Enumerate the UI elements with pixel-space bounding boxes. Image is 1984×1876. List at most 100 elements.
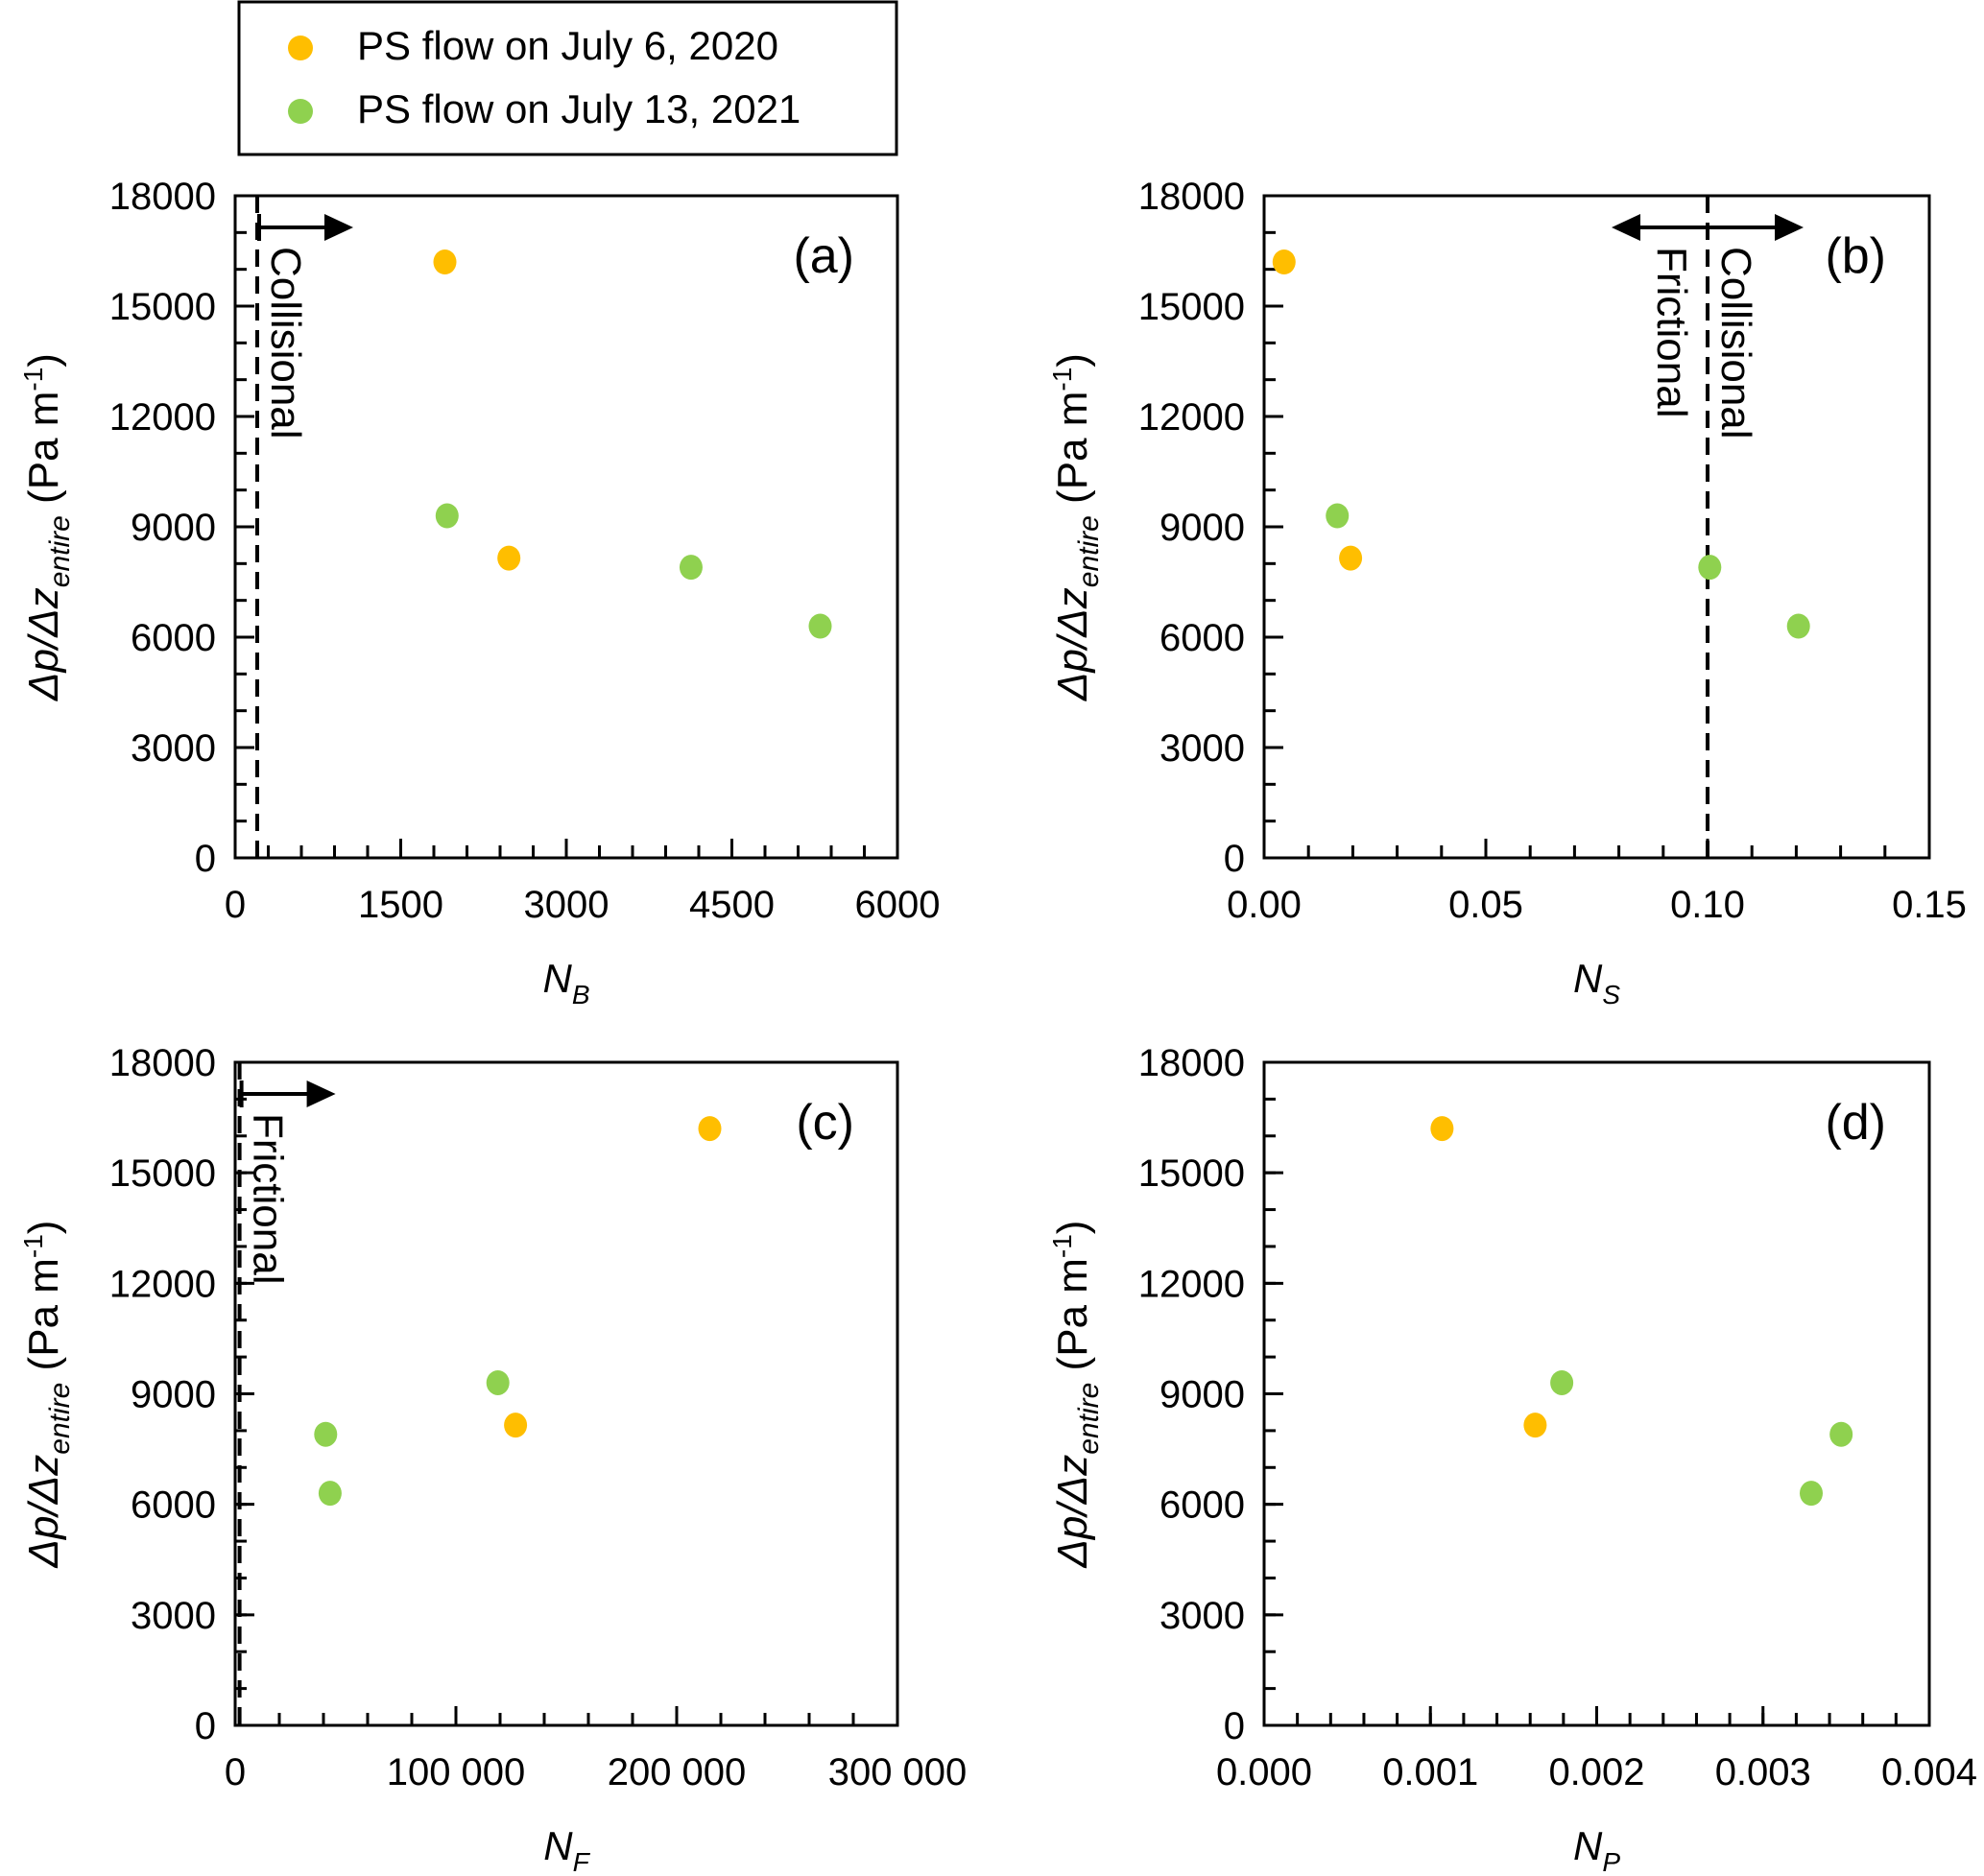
- panel-b: 0.00 0.05 0.10 0.15 0 3000 6000 9000 12000 15000 1…: [1047, 176, 1967, 1009]
- x-tick-label: 0.004: [1881, 1751, 1977, 1793]
- data-point-2021: [318, 1481, 342, 1507]
- regime-label-collisional: Collisional: [1712, 247, 1759, 439]
- arrow-left-icon: [1612, 214, 1640, 241]
- data-point-2021: [1786, 613, 1810, 639]
- y-axis-label: Δp/Δzentire (Pa m-1): [18, 1221, 76, 1569]
- legend-frame: [237, 0, 898, 156]
- y-tick-label: 6000: [131, 1484, 216, 1527]
- x-tick-label: 1500: [358, 884, 443, 926]
- arrow-right-icon: [324, 214, 353, 241]
- y-tick-label: 18000: [109, 1042, 216, 1084]
- x-axis-label: NP: [1573, 1823, 1620, 1876]
- legend-label-2020: PS flow on July 6, 2020: [357, 23, 778, 68]
- y-tick-label: 15000: [109, 1152, 216, 1195]
- y-tick-label: 0: [195, 838, 216, 880]
- x-tick-label: 0.00: [1227, 884, 1302, 926]
- x-tick-label: 4500: [689, 884, 775, 926]
- data-point-2020: [698, 1116, 722, 1142]
- data-point-2021: [435, 503, 459, 529]
- y-tick-label: 3000: [131, 727, 216, 770]
- regime-label-frictional: Frictional: [1648, 247, 1695, 418]
- legend-marker-2020: [288, 36, 313, 60]
- data-point-2020: [433, 249, 457, 274]
- y-axis-label: Δp/Δzentire (Pa m-1): [1047, 353, 1105, 701]
- x-axis-label: NB: [542, 956, 589, 1009]
- regime-label-frictional: Frictional: [245, 1113, 292, 1285]
- x-tick-label: 200 000: [608, 1751, 747, 1793]
- y-tick-label: 0: [1224, 1705, 1245, 1747]
- data-point-2020: [1430, 1116, 1454, 1142]
- regime-label-collisional: Collisional: [262, 247, 309, 439]
- x-tick-label: 0.10: [1670, 884, 1745, 926]
- panel-label: (d): [1825, 1095, 1886, 1151]
- data-point-2021: [314, 1421, 338, 1447]
- panel-d: 0.000 0.001 0.002 0.003 0.004 0 3000 6000 9000 12…: [1047, 1042, 1977, 1876]
- panel-a: 0 1500 3000 4500 6000 0 3000 6000 9000 12000 15000…: [18, 176, 940, 1009]
- legend: PS flow on July 6, 2020 PS flow on July …: [237, 0, 898, 156]
- data-point-2021: [1829, 1421, 1853, 1447]
- panel-label: (c): [796, 1095, 854, 1151]
- x-tick-label: 0.002: [1548, 1751, 1644, 1793]
- y-tick-label: 18000: [109, 176, 216, 218]
- x-tick-label: 0: [225, 1751, 246, 1793]
- x-axis-label: NF: [543, 1823, 590, 1876]
- data-point-2021: [1326, 503, 1350, 529]
- y-tick-label: 9000: [1159, 1374, 1245, 1416]
- data-point-2021: [679, 555, 703, 581]
- arrow-right-icon: [306, 1080, 336, 1107]
- plot-frame: [1262, 194, 1931, 860]
- data-point-2021: [486, 1369, 510, 1395]
- data-point-2020: [497, 545, 521, 571]
- x-tick-label: 300 000: [828, 1751, 968, 1793]
- y-tick-label: 9000: [131, 507, 216, 549]
- y-axis-label: Δp/Δzentire (Pa m-1): [1047, 1221, 1105, 1569]
- x-tick-label: 0.15: [1892, 884, 1967, 926]
- x-tick-label: 100 000: [387, 1751, 526, 1793]
- y-tick-label: 12000: [109, 396, 216, 439]
- legend-marker-2021: [288, 99, 313, 124]
- y-tick-label: 0: [1224, 838, 1245, 880]
- y-tick-label: 6000: [131, 617, 216, 659]
- y-tick-label: 3000: [1159, 727, 1245, 770]
- data-point-2021: [1550, 1369, 1574, 1395]
- x-axis-label: NS: [1573, 956, 1620, 1009]
- data-point-2020: [1339, 545, 1363, 571]
- y-tick-label: 0: [195, 1705, 216, 1747]
- x-tick-label: 0: [225, 884, 246, 926]
- x-tick-label: 6000: [855, 884, 941, 926]
- y-tick-label: 6000: [1159, 1484, 1245, 1527]
- y-tick-label: 15000: [109, 286, 216, 328]
- data-point-2020: [1523, 1413, 1547, 1438]
- data-point-2021: [1799, 1481, 1823, 1507]
- y-tick-label: 18000: [1138, 1042, 1245, 1084]
- y-tick-label: 15000: [1138, 1152, 1245, 1195]
- y-tick-label: 12000: [1138, 1263, 1245, 1305]
- data-point-2021: [808, 613, 832, 639]
- plot-frame: [233, 1060, 899, 1727]
- x-tick-label: 0.003: [1715, 1751, 1811, 1793]
- y-tick-label: 9000: [131, 1374, 216, 1416]
- data-point-2021: [1698, 555, 1722, 581]
- y-tick-label: 12000: [1138, 396, 1245, 439]
- y-tick-label: 18000: [1138, 176, 1245, 218]
- y-tick-label: 3000: [131, 1595, 216, 1637]
- x-tick-label: 0.000: [1216, 1751, 1312, 1793]
- plot-frame: [233, 194, 899, 860]
- plot-frame: [1262, 1060, 1931, 1727]
- data-point-2020: [1272, 249, 1296, 274]
- y-tick-label: 3000: [1159, 1595, 1245, 1637]
- y-tick-label: 12000: [109, 1263, 216, 1305]
- x-tick-label: 0.05: [1448, 884, 1523, 926]
- y-axis-label: Δp/Δzentire (Pa m-1): [18, 353, 76, 701]
- panel-c: 0 100 000 200 000 300 000 0 3000 6000 9000 12000…: [18, 1042, 967, 1876]
- x-tick-label: 0.001: [1382, 1751, 1478, 1793]
- y-tick-label: 6000: [1159, 617, 1245, 659]
- arrow-right-icon: [1775, 214, 1804, 241]
- legend-label-2021: PS flow on July 13, 2021: [357, 86, 801, 131]
- panel-label: (b): [1825, 228, 1886, 284]
- x-tick-label: 3000: [524, 884, 610, 926]
- y-tick-label: 9000: [1159, 507, 1245, 549]
- data-point-2020: [504, 1413, 528, 1438]
- panel-label: (a): [793, 228, 854, 284]
